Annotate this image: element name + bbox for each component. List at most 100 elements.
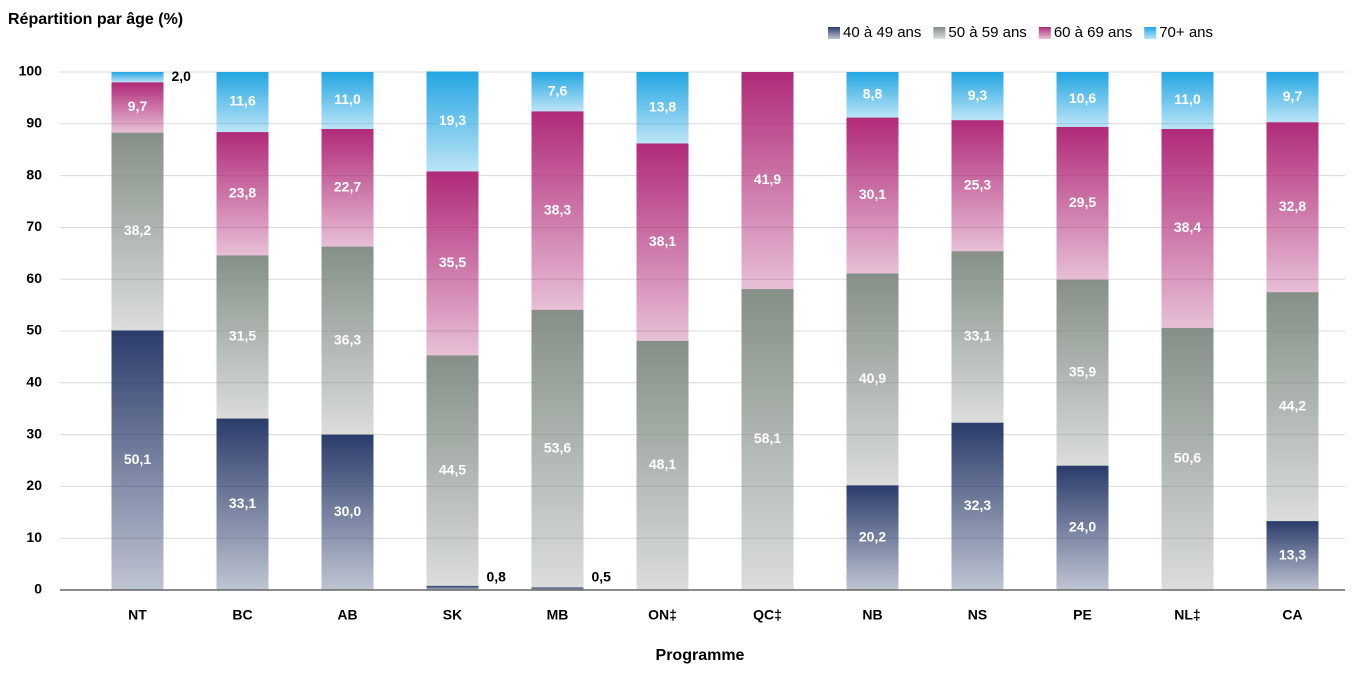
data-label: 38,4 xyxy=(1174,219,1201,235)
data-label: 44,2 xyxy=(1279,397,1306,413)
bar-segment xyxy=(1266,72,1319,123)
y-tick-label: 40 xyxy=(26,374,42,390)
y-tick-label: 30 xyxy=(26,425,42,441)
data-label: 2,0 xyxy=(172,68,192,84)
bar-segment xyxy=(531,309,584,588)
data-label: 50,1 xyxy=(124,451,151,467)
data-label: 44,5 xyxy=(439,461,466,477)
bar-segment xyxy=(636,72,689,144)
bar-segment xyxy=(636,340,689,590)
data-label: 58,1 xyxy=(754,430,781,446)
bar-segment xyxy=(741,289,794,590)
bar-segment xyxy=(1056,72,1109,127)
y-tick-label: 20 xyxy=(26,477,42,493)
x-tick-label: CA xyxy=(1282,607,1302,623)
bar-segment xyxy=(636,143,689,341)
bar-segment xyxy=(111,132,164,331)
bar-segment xyxy=(216,132,269,256)
bar-segment xyxy=(951,251,1004,423)
x-tick-label: BC xyxy=(232,607,252,623)
legend-swatch xyxy=(828,27,840,39)
bar-segment xyxy=(531,587,584,590)
bar-segment xyxy=(1266,521,1319,590)
y-tick-label: 70 xyxy=(26,218,42,234)
data-label: 53,6 xyxy=(544,439,571,455)
bar-segment xyxy=(951,422,1004,590)
data-label: 24,0 xyxy=(1069,519,1096,535)
x-tick-label: SK xyxy=(443,607,462,623)
data-label: 25,3 xyxy=(964,176,991,192)
bar-segment xyxy=(531,72,584,112)
data-label: 9,3 xyxy=(968,87,988,103)
data-label: 11,6 xyxy=(229,93,256,109)
legend-label: 50 à 59 ans xyxy=(948,24,1026,41)
bar-segment xyxy=(951,72,1004,121)
bar-segment xyxy=(111,330,164,590)
data-label: 0,5 xyxy=(592,569,612,585)
data-label: 48,1 xyxy=(649,456,676,472)
x-tick-label: NL‡ xyxy=(1174,607,1200,623)
x-tick-label: ON‡ xyxy=(648,607,677,623)
x-axis-title: Programme xyxy=(656,647,745,664)
x-tick-label: QC‡ xyxy=(753,607,782,623)
data-label: 20,2 xyxy=(859,528,886,544)
data-label: 7,6 xyxy=(548,82,568,98)
bar-segment xyxy=(426,585,479,590)
bar-segment xyxy=(846,485,899,590)
data-label: 41,9 xyxy=(754,171,781,187)
bar-segment xyxy=(426,355,479,586)
bar-segment xyxy=(426,71,479,172)
bar-segment xyxy=(1056,279,1109,466)
data-label: 22,7 xyxy=(334,178,361,194)
x-tick-label: NS xyxy=(968,607,987,623)
bar-segment xyxy=(321,128,374,247)
chart-title: Répartition par âge (%) xyxy=(8,11,183,28)
bar-segment xyxy=(1161,327,1214,590)
bar-segment xyxy=(216,72,269,133)
data-label: 36,3 xyxy=(334,331,361,347)
bar-segment xyxy=(1056,126,1109,280)
data-label: 30,1 xyxy=(859,186,886,202)
bar-segment xyxy=(1161,72,1214,129)
data-label: 9,7 xyxy=(128,98,148,114)
bar-segment xyxy=(111,82,164,133)
legend-swatch xyxy=(933,27,946,39)
data-label: 9,7 xyxy=(1283,88,1303,104)
bar-segment xyxy=(1266,122,1319,293)
bar-segment xyxy=(846,72,899,118)
data-label: 38,1 xyxy=(649,233,676,249)
legend-swatch xyxy=(1144,27,1157,39)
data-label: 13,3 xyxy=(1279,546,1306,562)
y-tick-label: 100 xyxy=(19,63,43,79)
bar-segment xyxy=(846,273,899,486)
data-label: 8,8 xyxy=(863,85,883,101)
legend-label: 40 à 49 ans xyxy=(843,24,921,41)
data-label: 40,9 xyxy=(859,370,886,386)
bar-segment xyxy=(111,72,164,83)
data-label: 35,5 xyxy=(439,254,466,270)
data-label: 0,8 xyxy=(487,569,507,585)
bar-segment xyxy=(1266,292,1319,522)
x-tick-label: PE xyxy=(1073,607,1092,623)
legend-label: 60 à 69 ans xyxy=(1054,24,1132,41)
data-label: 38,2 xyxy=(124,222,151,238)
data-label: 33,1 xyxy=(964,328,991,344)
y-tick-label: 90 xyxy=(26,115,42,131)
data-label: 13,8 xyxy=(649,98,676,114)
y-tick-label: 0 xyxy=(34,581,42,597)
y-tick-label: 80 xyxy=(26,166,42,182)
bar-segment xyxy=(216,255,269,419)
bar-segment xyxy=(1161,128,1214,328)
data-label: 30,0 xyxy=(334,503,361,519)
y-tick-label: 50 xyxy=(26,322,42,338)
x-tick-label: NB xyxy=(862,607,882,623)
data-label: 50,6 xyxy=(1174,450,1201,466)
bar-segment xyxy=(426,171,479,356)
data-label: 10,6 xyxy=(1069,90,1096,106)
bar-segment xyxy=(951,120,1004,252)
data-label: 38,3 xyxy=(544,201,571,217)
y-tick-label: 10 xyxy=(26,529,42,545)
data-label: 33,1 xyxy=(229,495,256,511)
data-label: 32,3 xyxy=(964,497,991,513)
data-label: 11,0 xyxy=(334,91,361,107)
